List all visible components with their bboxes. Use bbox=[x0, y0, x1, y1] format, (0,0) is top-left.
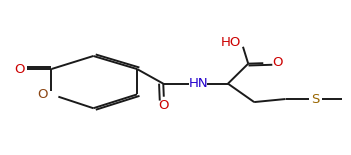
Text: S: S bbox=[311, 93, 319, 106]
Text: O: O bbox=[38, 88, 48, 101]
Text: HN: HN bbox=[188, 77, 208, 90]
Text: O: O bbox=[159, 99, 169, 112]
Text: O: O bbox=[273, 56, 283, 69]
Text: HO: HO bbox=[220, 36, 241, 49]
Text: O: O bbox=[15, 63, 25, 75]
